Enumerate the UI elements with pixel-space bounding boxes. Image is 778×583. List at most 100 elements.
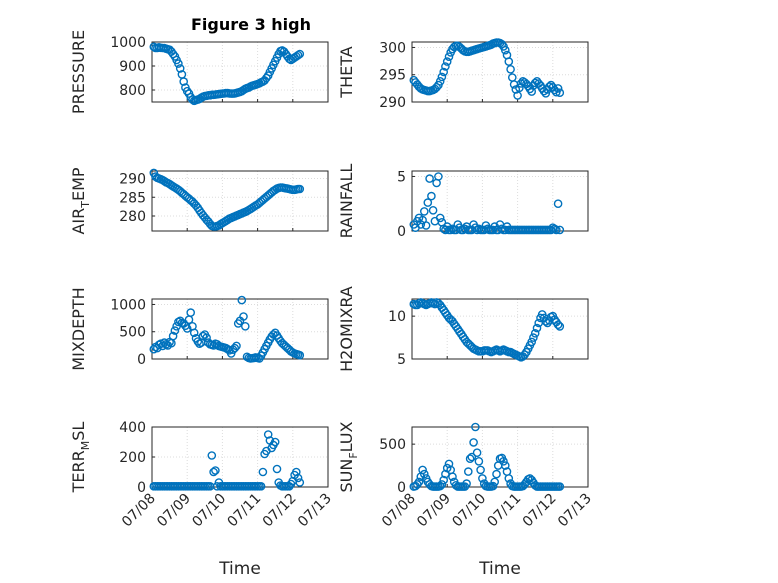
data-point [168, 331, 178, 341]
data-point [186, 308, 195, 317]
axes-box [151, 41, 329, 103]
data-point [474, 224, 484, 234]
subplot-pressure: 800 900 1000 PRESSURE [69, 30, 329, 114]
data-point [471, 422, 480, 432]
y-axis-label-main: SUN [337, 459, 356, 493]
data-point [513, 91, 522, 100]
y-axis-label: TERRMSL [69, 422, 92, 494]
y-axis-label-main: MIXDEPTH [69, 287, 88, 370]
data-point [472, 448, 482, 458]
y-axis-label-main: H2OMIXRA [337, 286, 356, 372]
subplot-rainfall: 0 5 RAINFALL [337, 164, 589, 240]
data-point [182, 324, 192, 333]
y-tick-label: 290 [119, 172, 146, 188]
data-point [462, 479, 471, 488]
y-tick-label: 295 [379, 68, 406, 84]
y-tick-label: 1000 [110, 297, 146, 313]
data-point [500, 461, 510, 470]
y-tick-label: 900 [119, 59, 146, 75]
data-point [504, 474, 514, 483]
data-point [240, 321, 250, 331]
data-point [499, 456, 508, 466]
data-point [439, 475, 449, 485]
data-point [469, 438, 478, 447]
data-point [270, 437, 280, 447]
x-tick-label: 07/11 [485, 491, 525, 531]
data-point [448, 472, 457, 482]
data-point [435, 213, 445, 223]
y-tick-label: 285 [119, 190, 146, 206]
x-tick-label: 07/10 [449, 491, 489, 531]
data-point [295, 350, 305, 360]
data-point [530, 328, 540, 338]
x-tick-label: 07/09 [414, 491, 454, 531]
data-point [527, 337, 537, 347]
data-point [553, 199, 563, 208]
data-point [430, 299, 440, 309]
data-point [293, 50, 303, 60]
data-point [256, 481, 266, 491]
subplot-air: 280 285 290 AIRTEMP [69, 167, 329, 235]
data-point [258, 467, 268, 477]
data-point [529, 333, 538, 342]
data-point [414, 477, 424, 487]
y-tick-label: 300 [379, 40, 406, 56]
data-point [516, 79, 526, 88]
y-tick-label: 200 [119, 450, 146, 466]
data-point [209, 467, 218, 477]
x-tick-label: 07/10 [189, 491, 229, 531]
y-tick-label: 0 [137, 480, 146, 496]
data-point [463, 467, 473, 476]
data-point [527, 87, 537, 96]
data-point [441, 469, 450, 479]
y-axis-label: RAINFALL [337, 164, 356, 239]
y-tick-label: 5 [397, 352, 406, 368]
data-point [507, 73, 517, 82]
y-axis-label-suffix: LUX [337, 421, 356, 452]
data-point [553, 84, 563, 93]
data-point [295, 478, 305, 487]
data-point [428, 205, 438, 215]
data-point [476, 465, 485, 475]
y-axis-label-main: TERR [69, 450, 88, 493]
data-point [541, 316, 551, 326]
y-tick-label: 10 [388, 309, 406, 325]
data-point [555, 225, 565, 235]
y-tick-label: 5 [397, 169, 406, 185]
data-point [439, 67, 449, 77]
y-axis-label: SUNFLUX [337, 421, 360, 492]
y-axis-label-suffix: SL [69, 422, 88, 441]
data-point [202, 333, 211, 343]
data-point [432, 83, 441, 92]
data-point [239, 312, 248, 321]
axes-box [151, 298, 329, 360]
data-point [418, 465, 427, 475]
y-tick-label: 800 [119, 83, 146, 99]
subplot-mixdepth: 0 500 1000 MIXDEPTH [69, 287, 329, 371]
data-point [490, 477, 500, 487]
data-point [550, 224, 559, 234]
y-tick-label: 290 [379, 95, 406, 111]
x-tick-label: 07/08 [119, 491, 159, 531]
data-point [419, 469, 429, 479]
data-point [555, 482, 565, 491]
y-tick-label: 0 [397, 480, 406, 496]
data-point [504, 57, 514, 66]
data-point [552, 225, 561, 235]
data-point [263, 430, 273, 439]
x-tick-label: 07/12 [260, 491, 300, 531]
data-point [425, 174, 434, 183]
data-point [467, 452, 477, 462]
x-tick-label: 07/12 [520, 491, 560, 531]
data-point [230, 343, 239, 353]
y-tick-label: 280 [119, 209, 146, 225]
y-axis-label-subscript: M [79, 441, 92, 451]
data-point [295, 49, 305, 59]
data-point [295, 184, 305, 194]
figure-title: Figure 3 high [191, 15, 311, 34]
data-point [170, 326, 180, 335]
y-axis-label-main: PRESSURE [69, 30, 88, 114]
data-point [179, 77, 188, 86]
